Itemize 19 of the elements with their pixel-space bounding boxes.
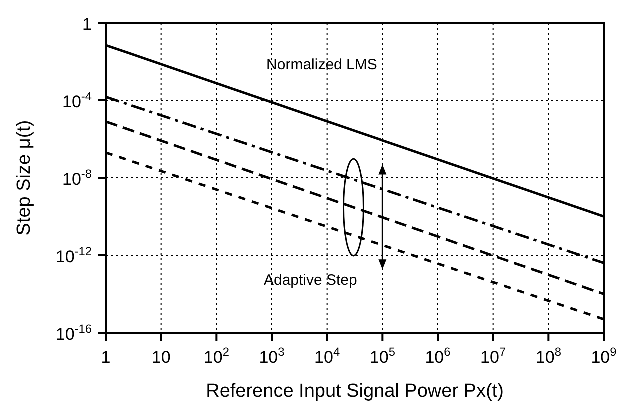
y-tick-label: 10$^{-16}$ — [56, 322, 92, 344]
annotation: Adaptive Step — [264, 272, 358, 290]
x-tick-label: 1 — [101, 348, 111, 367]
y-tick-label: 10$^{-4}$ — [62, 90, 92, 112]
x-tick-label: 10$^{2}$ — [204, 345, 230, 367]
y-tick-label: 1 — [82, 15, 92, 34]
x-tick-label: 10$^{7}$ — [480, 345, 506, 367]
series-label: Normalized LMS — [266, 56, 378, 74]
y-tick-label: 10$^{-12}$ — [56, 244, 92, 266]
x-tick-label: 10$^{8}$ — [536, 345, 562, 367]
x-tick-label: 10$^{3}$ — [259, 345, 286, 367]
x-tick-label: 10$^{5}$ — [370, 345, 396, 367]
y-tick-label: 10$^{-8}$ — [62, 167, 92, 189]
x-tick-label: 10 — [152, 348, 171, 367]
x-tick-label: 10$^{9}$ — [591, 345, 618, 367]
x-axis-title: Reference Input Signal Power Px(t) — [206, 381, 504, 402]
y-axis-title: Step Size μ(t) — [14, 120, 35, 236]
x-tick-label: 10$^{6}$ — [425, 345, 452, 367]
x-tick-label: 10$^{4}$ — [314, 345, 340, 367]
